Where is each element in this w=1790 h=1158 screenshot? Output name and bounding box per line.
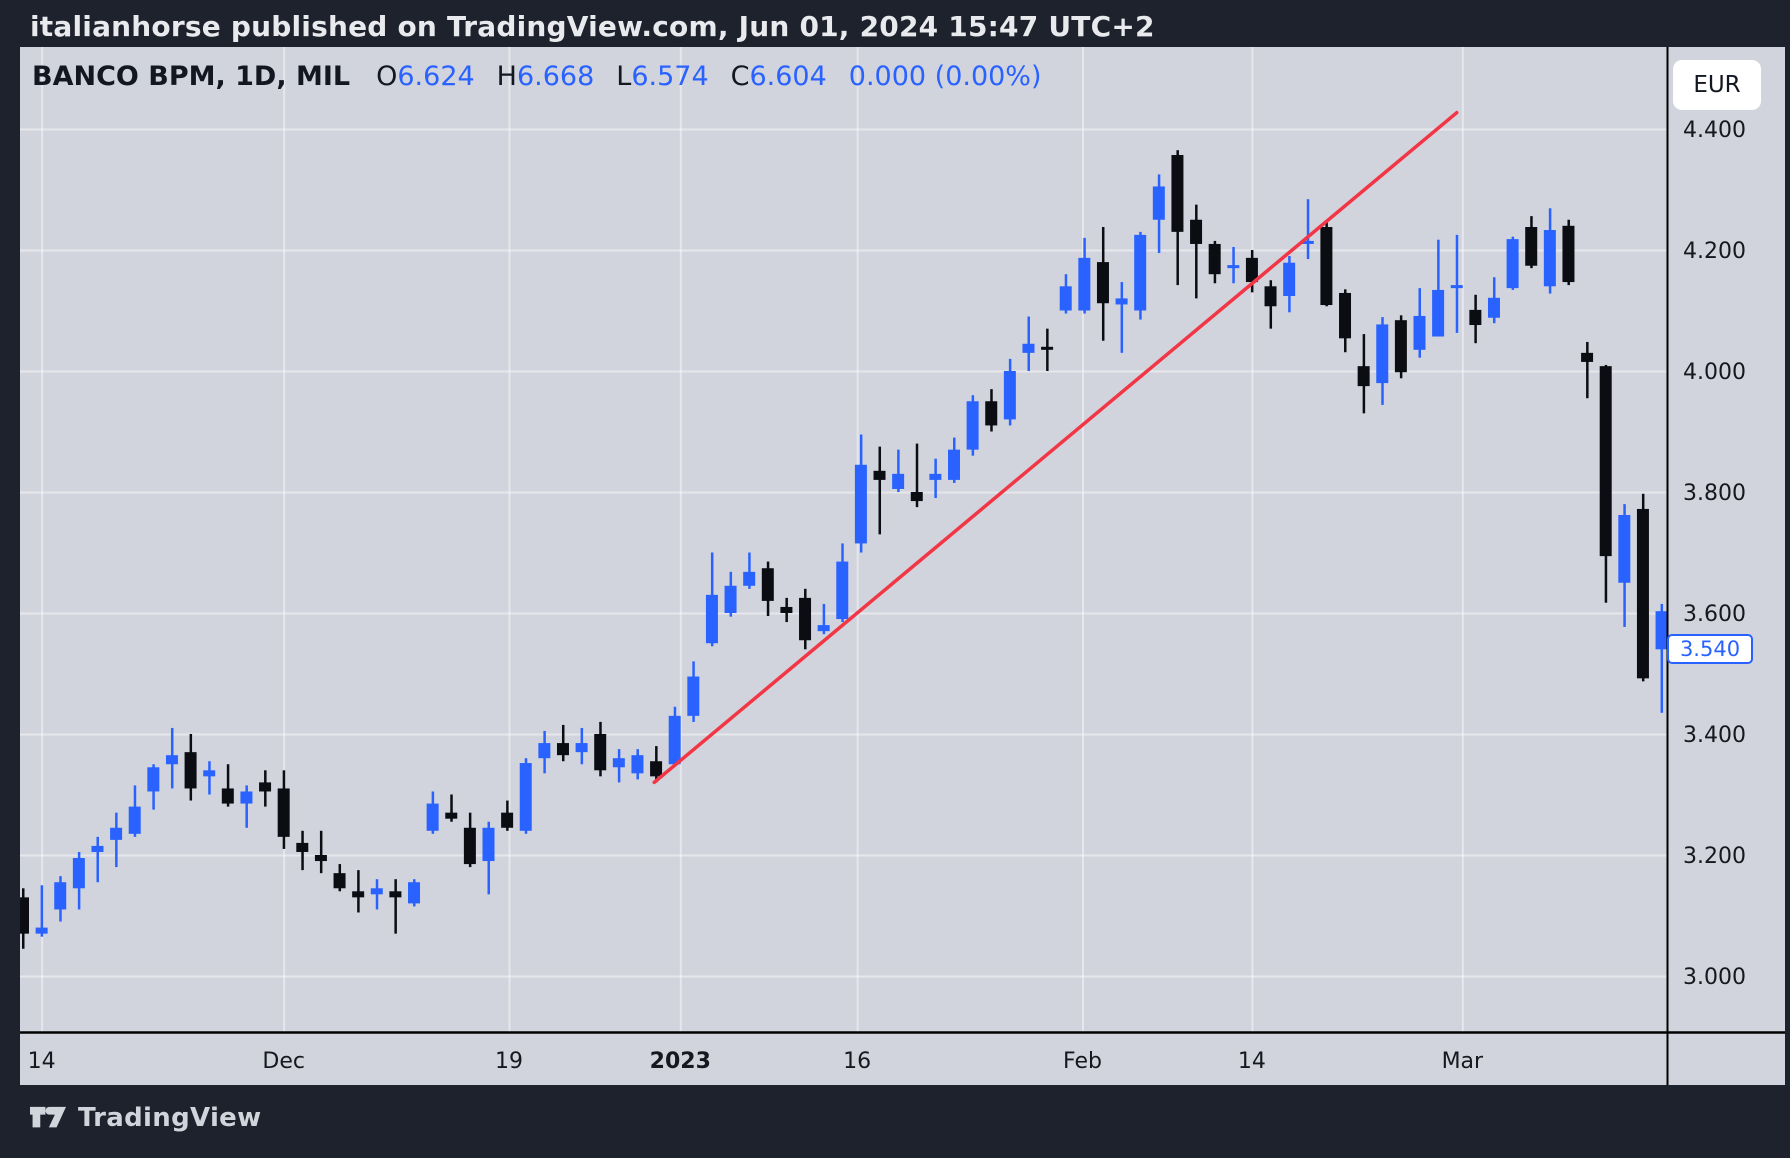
legend-field-h: H6.668 (496, 61, 595, 92)
price-tick-label[interactable]: 4.200 (1683, 239, 1746, 264)
price-tick-label[interactable]: 3.200 (1683, 844, 1746, 869)
price-tick-label[interactable]: 4.400 (1683, 118, 1746, 143)
published-header-bar: italianhorse published on TradingView.co… (0, 0, 1790, 47)
legend-field-l: L6.574 (616, 61, 709, 92)
time-tick-label[interactable]: Mar (1442, 1049, 1484, 1074)
footer-bar: TradingView (0, 1085, 1790, 1158)
time-tick-label[interactable]: 14 (1238, 1049, 1266, 1074)
price-tick-label[interactable]: 4.000 (1683, 360, 1746, 385)
price-tick-label[interactable]: 3.800 (1683, 481, 1746, 506)
chart-panel: 4.400 4.200 4.000 3.800 3.600 3.400 3.200 3.000… (20, 47, 1785, 1085)
legend-change: 0.000 (0.00%) (848, 61, 1042, 92)
time-tick-label[interactable]: 2023 (650, 1049, 711, 1074)
price-tick-label[interactable]: 3.000 (1683, 965, 1746, 990)
price-tick-label[interactable]: 3.400 (1683, 723, 1746, 748)
time-tick-label[interactable]: 16 (843, 1049, 871, 1074)
currency-button[interactable]: EUR (1673, 60, 1761, 110)
time-tick-label[interactable]: Feb (1063, 1049, 1102, 1074)
chart-canvas[interactable]: 4.400 4.200 4.000 3.800 3.600 3.400 3.200 3.000… (20, 47, 1785, 1085)
time-tick-label[interactable]: Dec (262, 1049, 305, 1074)
current-price-label: 3.540 (1667, 634, 1753, 664)
symbol-title: BANCO BPM, 1D, MIL (32, 61, 351, 92)
price-tick-label[interactable]: 3.600 (1683, 602, 1746, 627)
tradingview-logo[interactable]: TradingView (30, 1103, 261, 1133)
symbol-legend: BANCO BPM, 1D, MIL O6.624 H6.668 L6.574 C6.6… (32, 61, 1042, 92)
published-header-text: italianhorse published on TradingView.co… (30, 10, 1155, 43)
tradingview-logo-icon (30, 1106, 66, 1128)
time-tick-label[interactable]: 19 (495, 1049, 523, 1074)
time-tick-label[interactable]: 14 (28, 1049, 56, 1074)
legend-field-c: C6.604 (730, 61, 827, 92)
legend-field-o: O6.624 (376, 61, 475, 92)
chart-stage: 4.400 4.200 4.000 3.800 3.600 3.400 3.200 3.000… (0, 47, 1790, 1085)
tradingview-logo-text: TradingView (78, 1103, 262, 1133)
